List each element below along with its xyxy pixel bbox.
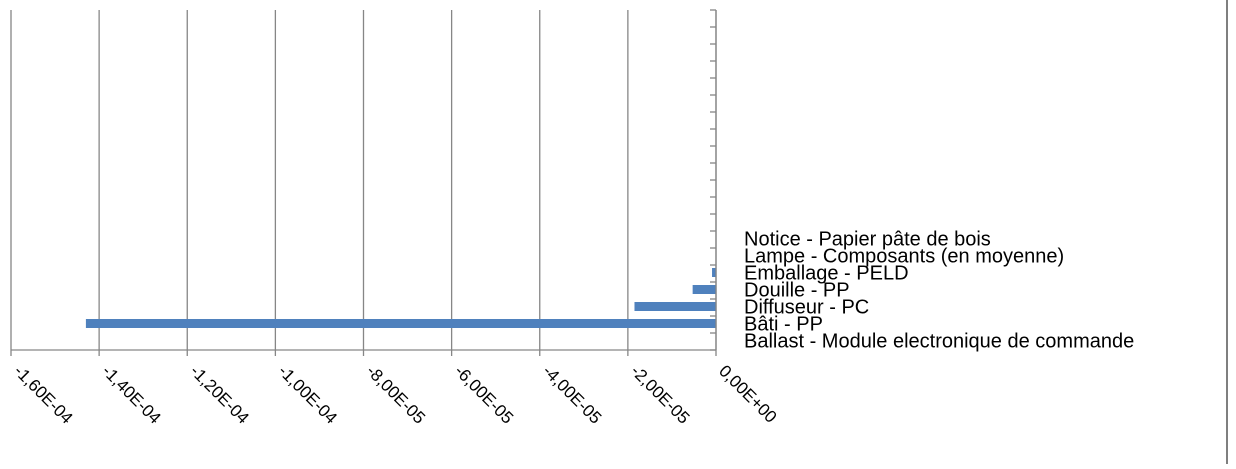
- x-tick-label: -1,40E-04: [98, 361, 164, 427]
- x-tick-label: -4,00E-05: [539, 361, 605, 427]
- bar: [712, 268, 716, 277]
- category-label: Diffuseur - PC: [744, 297, 869, 319]
- bar: [692, 285, 716, 294]
- category-label: Lampe - Composants (en moyenne): [744, 246, 1064, 268]
- chart-frame-border: [1226, 0, 1228, 464]
- x-tick-label: -1,20E-04: [186, 361, 252, 427]
- bar: [634, 302, 716, 311]
- x-tick-label: -6,00E-05: [451, 361, 517, 427]
- category-label: Ballast - Module electronique de command…: [744, 331, 1134, 353]
- category-label: Bâti - PP: [744, 314, 823, 336]
- x-tick-label: -1,60E-04: [10, 361, 76, 427]
- x-tick-label: -1,00E-04: [275, 361, 341, 427]
- category-label: Notice - Papier pâte de bois: [744, 229, 991, 251]
- x-tick-label: 0,00E+00: [715, 361, 780, 426]
- bar: [85, 319, 716, 328]
- category-label: Emballage - PELD: [744, 263, 909, 285]
- x-tick-label: -2,00E-05: [627, 361, 693, 427]
- x-tick-label: -8,00E-05: [363, 361, 429, 427]
- category-label: Douille - PP: [744, 280, 850, 302]
